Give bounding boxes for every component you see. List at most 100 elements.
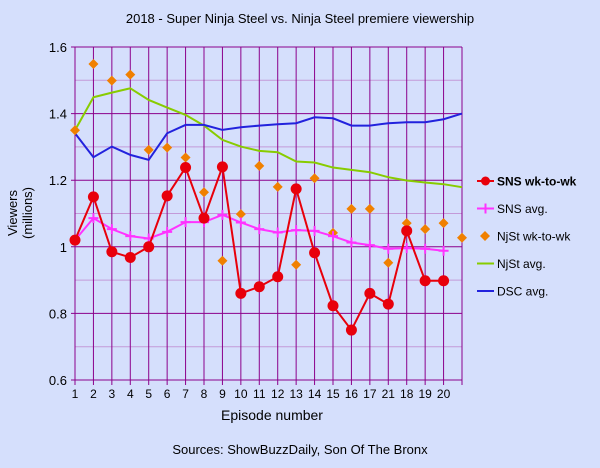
data-point bbox=[217, 209, 228, 220]
data-point bbox=[364, 203, 375, 214]
data-point bbox=[125, 231, 136, 242]
data-point bbox=[328, 231, 338, 242]
y-tick-label: 0.8 bbox=[49, 306, 67, 321]
x-tick-labels: 1 2 3 4 5 6 7 8 9 10 11 12 13 14 15 16 17 21 18 19 20 bbox=[72, 387, 451, 401]
data-point bbox=[88, 58, 99, 69]
x-tick-label: 20 bbox=[437, 387, 451, 401]
legend-label: DSC avg. bbox=[497, 285, 548, 299]
data-point bbox=[419, 275, 431, 287]
data-point bbox=[383, 257, 394, 268]
y-tick-label: 1.6 bbox=[49, 40, 67, 55]
data-point bbox=[346, 237, 357, 248]
data-point bbox=[69, 234, 81, 246]
series-layer bbox=[69, 58, 467, 336]
data-point bbox=[180, 217, 191, 228]
data-point bbox=[438, 275, 450, 287]
data-point bbox=[124, 251, 136, 263]
legend-item: SNS avg. bbox=[477, 202, 548, 216]
x-tick-label: 21 bbox=[382, 387, 396, 401]
legend-item: NjSt wk-to-wk bbox=[480, 230, 571, 244]
legend-label: SNS avg. bbox=[497, 202, 548, 216]
data-point bbox=[420, 243, 431, 254]
legend-marker bbox=[480, 231, 490, 241]
data-point bbox=[309, 247, 321, 259]
x-tick-label: 1 bbox=[72, 387, 79, 401]
y-tick-label: 1 bbox=[60, 240, 67, 255]
data-point bbox=[401, 218, 412, 229]
data-point bbox=[364, 287, 376, 299]
data-point bbox=[290, 183, 302, 195]
x-tick-label: 9 bbox=[219, 387, 226, 401]
data-point bbox=[106, 224, 117, 235]
data-point bbox=[88, 213, 99, 224]
series-line bbox=[74, 87, 463, 189]
data-point bbox=[364, 240, 375, 251]
data-point bbox=[217, 255, 228, 266]
data-point bbox=[143, 241, 155, 253]
data-point bbox=[162, 226, 173, 237]
x-tick-label: 12 bbox=[271, 387, 285, 401]
grid bbox=[71, 46, 463, 385]
data-point bbox=[457, 232, 467, 243]
legend-label: NjSt wk-to-wk bbox=[497, 230, 571, 244]
data-point bbox=[254, 224, 265, 235]
y-tick-label: 0.6 bbox=[49, 373, 67, 388]
legend-item: DSC avg. bbox=[477, 285, 548, 299]
data-point bbox=[309, 173, 320, 184]
data-point bbox=[70, 125, 80, 136]
data-point bbox=[143, 144, 154, 155]
data-point bbox=[383, 243, 394, 254]
data-point bbox=[438, 218, 449, 229]
data-point bbox=[254, 160, 265, 171]
data-point bbox=[125, 69, 136, 80]
data-point bbox=[180, 152, 191, 163]
data-point bbox=[382, 298, 394, 310]
chart-title: 2018 - Super Ninja Steel vs. Ninja Steel… bbox=[126, 11, 474, 26]
legend-label: SNS wk-to-wk bbox=[497, 175, 577, 189]
data-point bbox=[272, 227, 283, 238]
data-point bbox=[106, 246, 118, 258]
data-point bbox=[291, 225, 302, 236]
data-point bbox=[87, 191, 99, 203]
data-point bbox=[346, 203, 357, 214]
y-tick-label: 1.4 bbox=[49, 107, 67, 122]
x-tick-label: 2 bbox=[90, 387, 97, 401]
data-point bbox=[199, 187, 209, 198]
data-point bbox=[345, 324, 357, 336]
series-line bbox=[74, 112, 463, 162]
data-point bbox=[235, 287, 247, 299]
x-tick-label: 16 bbox=[345, 387, 359, 401]
data-point bbox=[327, 300, 339, 312]
data-point bbox=[438, 245, 449, 256]
y-tick-label: 1.2 bbox=[49, 173, 67, 188]
x-tick-label: 18 bbox=[400, 387, 414, 401]
x-tick-label: 6 bbox=[164, 387, 171, 401]
data-point bbox=[106, 75, 117, 86]
x-tick-label: 19 bbox=[418, 387, 432, 401]
x-tick-label: 3 bbox=[109, 387, 116, 401]
data-point bbox=[272, 271, 284, 283]
x-tick-label: 17 bbox=[363, 387, 377, 401]
data-point bbox=[161, 190, 173, 202]
legend: SNS wk-to-wk SNS avg. NjSt wk-to-wk NjSt av… bbox=[477, 175, 577, 299]
data-point bbox=[162, 142, 173, 153]
data-point bbox=[420, 224, 431, 235]
data-point bbox=[235, 209, 246, 220]
legend-label: NjSt avg. bbox=[497, 257, 546, 271]
data-point bbox=[235, 217, 246, 228]
data-point bbox=[309, 225, 320, 236]
x-tick-label: 8 bbox=[201, 387, 208, 401]
legend-item: SNS wk-to-wk bbox=[477, 175, 577, 189]
x-tick-label: 14 bbox=[308, 387, 322, 401]
series-sns-wk-to-wk bbox=[69, 161, 450, 336]
x-tick-label: 7 bbox=[182, 387, 189, 401]
data-point bbox=[272, 181, 283, 192]
y-axis-label-line1: Viewers bbox=[5, 190, 20, 237]
data-point bbox=[253, 281, 265, 293]
legend-item: NjSt avg. bbox=[477, 257, 546, 271]
y-axis-label-line2: (millions) bbox=[20, 187, 35, 239]
x-axis-label: Episode number bbox=[221, 407, 323, 423]
x-tick-label: 15 bbox=[326, 387, 340, 401]
source-note: Sources: ShowBuzzDaily, Son Of The Bronx bbox=[172, 442, 428, 457]
